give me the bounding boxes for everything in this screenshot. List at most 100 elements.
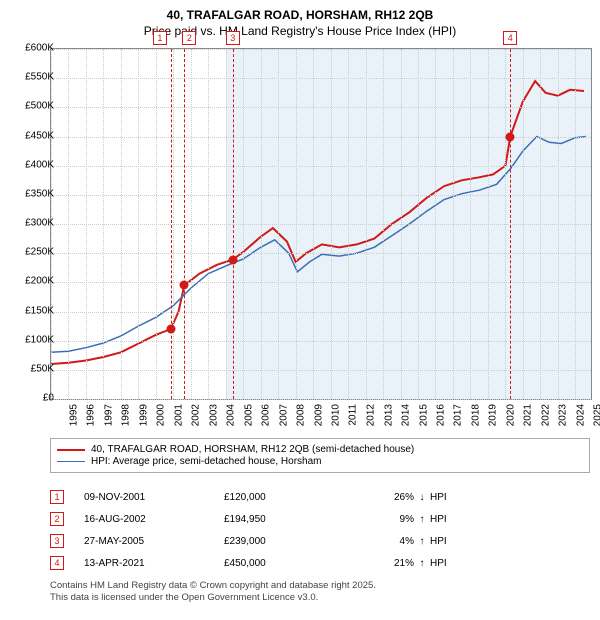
event-dot [506,132,515,141]
table-hpi-label: HPI [430,536,470,547]
gridline-v [575,49,576,399]
gridline-v [331,49,332,399]
x-tick-label: 2004 [226,404,237,426]
gridline-v [540,49,541,399]
footer-attribution: Contains HM Land Registry data © Crown c… [50,580,590,605]
gridline-v [156,49,157,399]
y-tick-label: £450K [25,130,54,141]
gridline-v [313,49,314,399]
title-address: 40, TRAFALGAR ROAD, HORSHAM, RH12 2QB [10,8,590,22]
legend: 40, TRAFALGAR ROAD, HORSHAM, RH12 2QB (s… [50,438,590,473]
gridline-v [296,49,297,399]
arrow-up-icon: ↑ [414,514,430,525]
x-tick-label: 2011 [347,404,358,426]
event-dashed-line [233,49,234,399]
table-row: 109-NOV-2001£120,00026%↓HPI [50,486,590,508]
event-dot [166,325,175,334]
gridline-v [243,49,244,399]
table-row: 216-AUG-2002£194,9509%↑HPI [50,508,590,530]
y-tick-label: £0 [43,393,54,404]
chart-container: 40, TRAFALGAR ROAD, HORSHAM, RH12 2QB Pr… [0,0,600,620]
x-tick-label: 1998 [121,404,132,426]
event-marker-box: 3 [226,31,240,45]
y-tick-label: £100K [25,334,54,345]
table-row: 413-APR-2021£450,00021%↑HPI [50,552,590,574]
event-marker-box: 2 [182,31,196,45]
footer-line1: Contains HM Land Registry data © Crown c… [50,580,590,592]
x-tick-label: 1997 [103,404,114,426]
table-hpi-label: HPI [430,514,470,525]
y-tick-label: £250K [25,247,54,258]
x-tick-label: 2016 [435,404,446,426]
y-tick-label: £300K [25,218,54,229]
gridline-v [470,49,471,399]
gridline-v [435,49,436,399]
gridline-v [208,49,209,399]
gridline-v [138,49,139,399]
gridline-v [523,49,524,399]
event-dashed-line [510,49,511,399]
y-tick-label: £600K [25,43,54,54]
x-tick-label: 2001 [173,404,184,426]
y-tick-label: £500K [25,101,54,112]
x-tick-label: 2020 [505,404,516,426]
gridline-v [383,49,384,399]
footer-line2: This data is licensed under the Open Gov… [50,592,590,604]
x-tick-label: 2005 [243,404,254,426]
x-tick-label: 2006 [260,404,271,426]
table-pct: 26% [354,492,414,503]
x-tick-label: 2012 [365,404,376,426]
y-tick-label: £150K [25,305,54,316]
event-dashed-line [184,49,185,399]
series-property [51,81,584,364]
event-marker-box: 4 [503,31,517,45]
gridline-v [505,49,506,399]
gridline-v [86,49,87,399]
legend-row: HPI: Average price, semi-detached house,… [57,456,583,467]
table-marker: 1 [50,490,64,504]
table-hpi-label: HPI [430,492,470,503]
legend-swatch [57,461,85,462]
table-row: 327-MAY-2005£239,0004%↑HPI [50,530,590,552]
x-tick-label: 1999 [138,404,149,426]
arrow-up-icon: ↑ [414,558,430,569]
x-tick-label: 2021 [523,404,534,426]
legend-row: 40, TRAFALGAR ROAD, HORSHAM, RH12 2QB (s… [57,444,583,455]
gridline-h [51,399,591,400]
y-tick-label: £350K [25,188,54,199]
y-tick-label: £550K [25,72,54,83]
gridline-v [401,49,402,399]
legend-label: 40, TRAFALGAR ROAD, HORSHAM, RH12 2QB (s… [91,444,414,455]
gridline-v [173,49,174,399]
gridline-v [366,49,367,399]
table-pct: 4% [354,536,414,547]
table-date: 16-AUG-2002 [84,514,224,525]
x-tick-label: 2014 [400,404,411,426]
gridline-v [348,49,349,399]
x-tick-label: 2009 [313,404,324,426]
x-tick-label: 2022 [540,404,551,426]
x-tick-label: 2000 [156,404,167,426]
plot-area: 1234 [50,48,592,400]
event-dot [180,281,189,290]
x-tick-label: 2002 [191,404,202,426]
events-table: 109-NOV-2001£120,00026%↓HPI216-AUG-2002£… [50,486,590,574]
x-tick-label: 2019 [488,404,499,426]
x-tick-label: 2018 [470,404,481,426]
gridline-v [68,49,69,399]
table-pct: 21% [354,558,414,569]
legend-label: HPI: Average price, semi-detached house,… [91,456,322,467]
table-price: £120,000 [224,492,354,503]
gridline-v [103,49,104,399]
table-hpi-label: HPI [430,558,470,569]
table-price: £194,950 [224,514,354,525]
x-tick-label: 2013 [383,404,394,426]
gridline-v [488,49,489,399]
gridline-v [121,49,122,399]
gridline-v [418,49,419,399]
x-tick-label: 2003 [208,404,219,426]
table-marker: 2 [50,512,64,526]
table-marker: 4 [50,556,64,570]
x-tick-label: 2023 [558,404,569,426]
y-tick-label: £200K [25,276,54,287]
